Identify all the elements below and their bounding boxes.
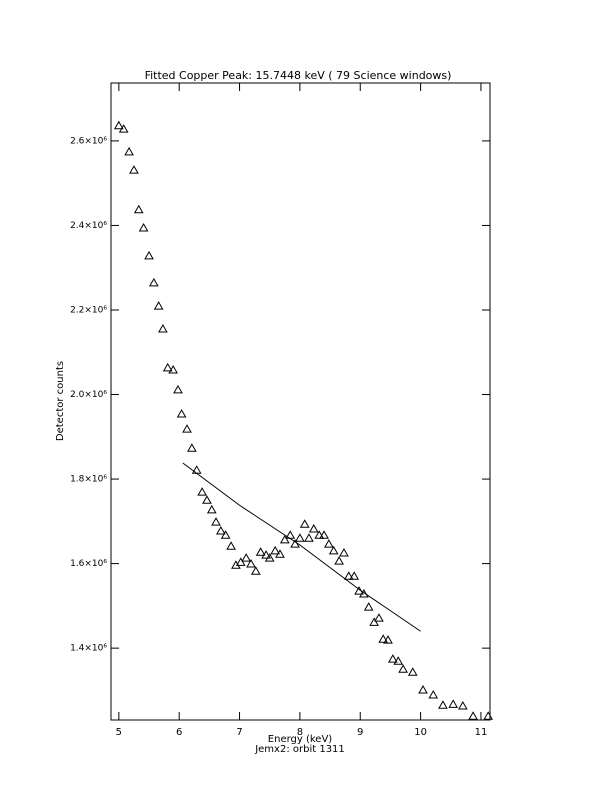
x-tick-label: 8 xyxy=(297,727,303,738)
data-point xyxy=(299,519,310,528)
data-point xyxy=(339,548,349,557)
data-point xyxy=(261,550,271,559)
data-point xyxy=(211,517,221,526)
data-point xyxy=(448,699,459,708)
data-point xyxy=(387,654,398,663)
data-point xyxy=(270,545,281,555)
x-tick-label: 6 xyxy=(176,727,182,738)
data-point xyxy=(334,556,344,565)
x-tick-label: 11 xyxy=(475,727,488,738)
y-tick-label: 2.0×10⁶ xyxy=(70,390,107,400)
data-point xyxy=(349,571,360,580)
y-tick-label: 1.8×10⁶ xyxy=(70,475,107,485)
data-point xyxy=(407,667,418,676)
data-point xyxy=(241,553,252,562)
data-point xyxy=(319,530,329,539)
x-tick-label: 7 xyxy=(236,727,242,738)
data-point xyxy=(118,124,129,133)
data-point xyxy=(343,571,354,580)
data-point xyxy=(231,560,241,569)
fit-line xyxy=(182,462,421,632)
y-tick-label: 2.6×10⁶ xyxy=(70,136,107,146)
data-point xyxy=(328,545,339,555)
y-tick-label: 2.2×10⁶ xyxy=(70,305,107,315)
y-tick-label: 1.4×10⁶ xyxy=(70,644,107,654)
data-point xyxy=(246,559,256,568)
data-point xyxy=(182,424,192,433)
y-axis-label: Detector counts xyxy=(55,361,66,441)
data-point xyxy=(438,700,448,709)
data-point xyxy=(483,711,494,720)
data-point xyxy=(314,530,325,539)
data-point xyxy=(220,530,231,539)
data-point xyxy=(176,408,187,418)
data-point xyxy=(202,495,212,504)
x-tick-label: 5 xyxy=(116,727,122,738)
data-point xyxy=(398,664,408,673)
data-point xyxy=(279,534,290,544)
data-point xyxy=(144,250,154,260)
data-point xyxy=(215,526,226,535)
y-tick-label: 2.4×10⁶ xyxy=(70,221,107,231)
data-point xyxy=(363,602,374,611)
data-point xyxy=(393,656,404,665)
x-tick-label: 10 xyxy=(414,727,427,738)
x-axis-label: Energy (keV) xyxy=(268,734,333,745)
data-point xyxy=(113,120,124,130)
data-point xyxy=(295,533,305,542)
data-point xyxy=(304,533,314,542)
data-point xyxy=(153,301,164,310)
data-point xyxy=(378,634,389,643)
data-point xyxy=(129,165,139,174)
data-point xyxy=(158,324,168,333)
data-point xyxy=(264,553,275,562)
data-point xyxy=(148,277,159,287)
data-point xyxy=(275,549,285,558)
data-point xyxy=(383,635,393,644)
data-point xyxy=(250,566,261,575)
x-tick-label: 9 xyxy=(357,727,363,738)
data-point xyxy=(138,222,149,232)
data-point xyxy=(197,487,207,496)
data-point xyxy=(235,557,246,566)
data-point xyxy=(226,541,236,550)
data-point xyxy=(457,701,468,710)
data-point xyxy=(255,547,266,556)
data-point xyxy=(187,443,197,452)
data-point xyxy=(374,613,384,622)
data-point xyxy=(369,617,379,626)
data-point xyxy=(308,523,319,533)
data-point xyxy=(418,684,428,694)
data-point xyxy=(324,539,334,548)
chart-title: Fitted Copper Peak: 15.7448 keV ( 79 Sci… xyxy=(145,69,452,82)
data-point xyxy=(124,146,134,156)
data-point xyxy=(173,384,183,394)
data-point xyxy=(162,362,173,372)
data-point xyxy=(133,204,144,214)
y-tick-label: 1.6×10⁶ xyxy=(70,559,107,569)
data-point xyxy=(468,711,478,720)
data-point xyxy=(206,504,217,514)
data-point xyxy=(428,690,439,699)
subtitle: Jemx2: orbit 1311 xyxy=(254,744,345,755)
plot-frame xyxy=(110,82,491,721)
data-point xyxy=(168,365,179,374)
